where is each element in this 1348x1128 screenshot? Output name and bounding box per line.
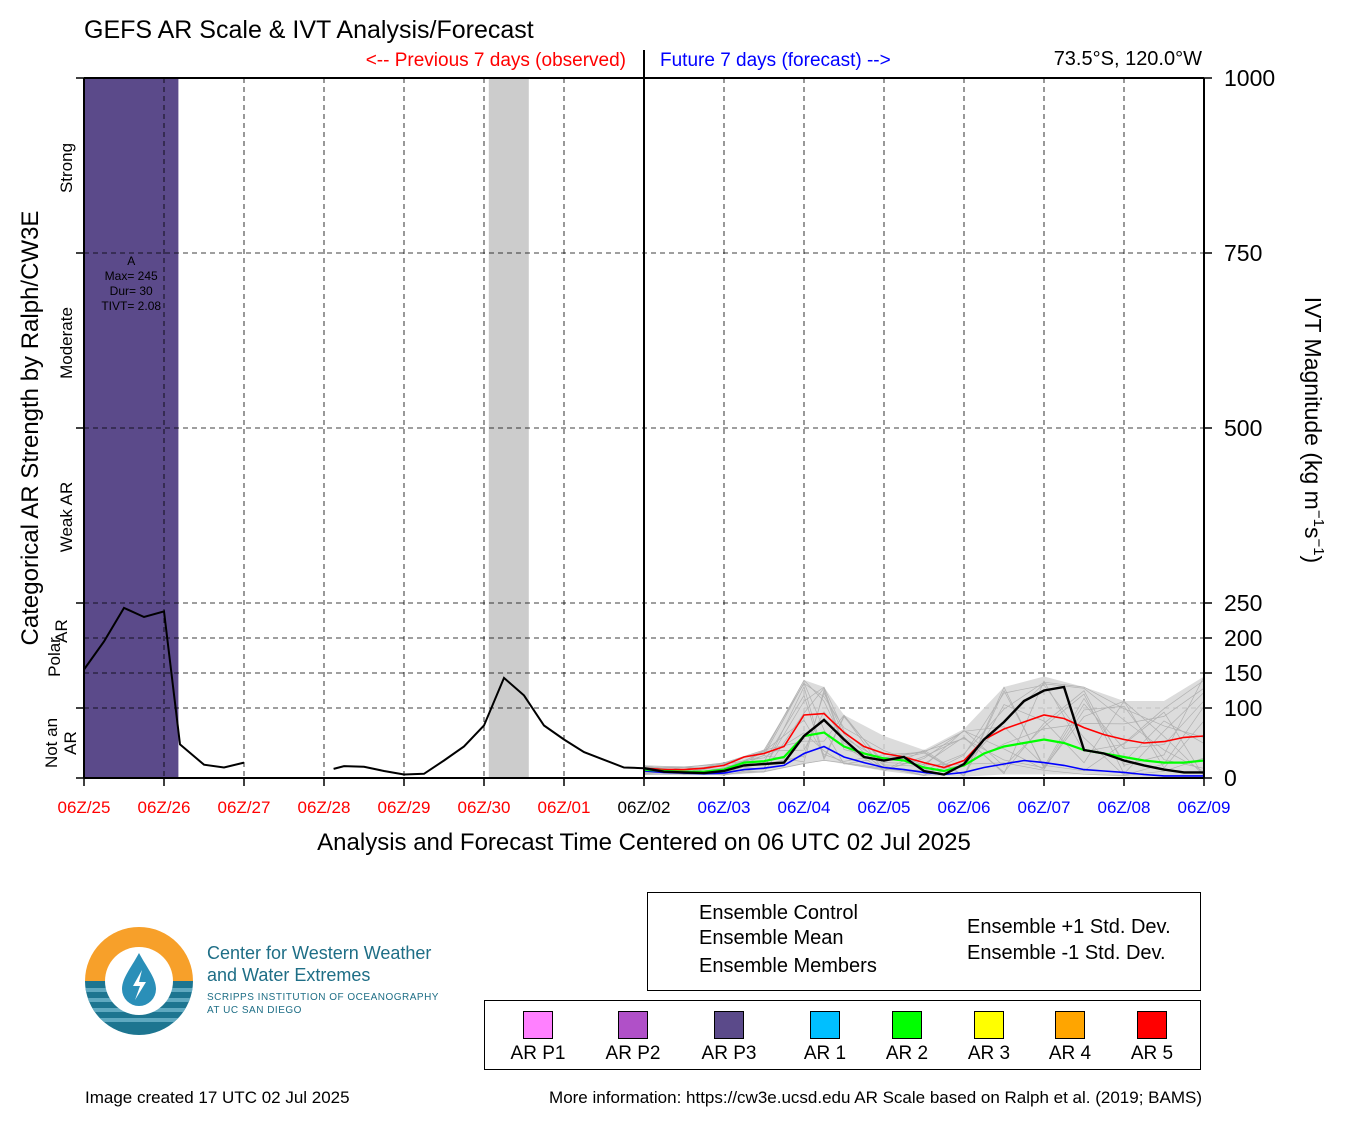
x-tick-label: 06Z/02: [618, 798, 671, 817]
y-axis-label-right-part: −1: [1310, 510, 1327, 527]
y-axis-label-left: Categorical AR Strength by Ralph/CW3E: [17, 211, 44, 646]
x-tick-label: 06Z/30: [458, 798, 511, 817]
ar-scale-swatch: [974, 1011, 1004, 1039]
y-tick-label-right: 100: [1224, 695, 1262, 721]
logo-sub-line2: AT UC SAN DIEGO: [207, 1005, 302, 1016]
ar-event-annotation: TIVT= 2.08: [101, 299, 161, 313]
y-tick-label-right: 150: [1224, 660, 1262, 686]
category-label-text: AR: [61, 731, 80, 755]
ar-scale-swatch: [714, 1011, 744, 1039]
category-label: Strong: [57, 143, 76, 193]
ensemble-member-line: [643, 680, 1205, 777]
x-axis-label: Analysis and Forecast Time Centered on 0…: [317, 829, 971, 856]
x-tick-label: 06Z/05: [858, 798, 911, 817]
y-axis-label-right: IVT Magnitude (kg m−1s−1): [1300, 297, 1327, 563]
more-info-note: More information: https://cw3e.ucsd.edu …: [549, 1088, 1202, 1107]
legend-minus-std-label: Ensemble -1 Std. Dev.: [967, 942, 1166, 964]
x-tick-label: 06Z/27: [218, 798, 271, 817]
ensemble-legend: Ensemble Control Ensemble Mean Ensemble …: [647, 892, 1201, 991]
ensemble-control-line: [643, 685, 1204, 776]
ar-event-annotation: Max= 245: [105, 269, 158, 283]
ar-scale-item: AR P2: [592, 1011, 674, 1065]
x-tick-label: 06Z/06: [938, 798, 991, 817]
category-label-text: Not an: [42, 718, 61, 768]
logo-title-line2: and Water Extremes: [207, 965, 371, 985]
ar-scale-item: AR P1: [497, 1011, 579, 1065]
location-label: 73.5°S, 120.0°W: [1053, 48, 1202, 70]
category-label-text: AR: [52, 619, 71, 643]
ensemble-plus-std-line: [643, 712, 1205, 771]
ar-scale-item: AR 1: [784, 1011, 866, 1065]
previous-period-label: <-- Previous 7 days (observed): [365, 50, 626, 71]
legend-control-label: Ensemble Control: [699, 902, 858, 924]
ar-scale-label: AR 3: [967, 1043, 1011, 1064]
ar-scale-item: AR 2: [866, 1011, 948, 1065]
x-tick-label: 06Z/29: [378, 798, 431, 817]
ensemble-member-line: [643, 679, 1205, 777]
ar-scale-label: AR 2: [885, 1043, 929, 1064]
ar-scale-swatch: [892, 1011, 922, 1039]
y-axis-label-right-part: −1: [1310, 538, 1327, 555]
y-axis-label-right-part: s: [1300, 527, 1326, 539]
category-label: Moderate: [57, 307, 76, 379]
chart-title: GEFS AR Scale & IVT Analysis/Forecast: [84, 16, 534, 44]
y-axis-label-right-part: ): [1300, 556, 1326, 564]
ar-scale-label: AR P1: [510, 1043, 566, 1064]
x-tick-label: 06Z/28: [298, 798, 351, 817]
x-tick-label: 06Z/07: [1018, 798, 1071, 817]
y-tick-label-right: 200: [1224, 625, 1262, 651]
category-label-not-an-ar: Not an AR: [42, 718, 80, 768]
cw3e-logo: [85, 927, 193, 1035]
ar-scale-label: AR 4: [1048, 1043, 1092, 1064]
legend-members-label: Ensemble Members: [699, 955, 877, 977]
ar-scale-swatch: [523, 1011, 553, 1039]
logo-title-line1: Center for Western Weather: [207, 943, 432, 963]
ar-scale-swatch: [1055, 1011, 1085, 1039]
category-label-text: Polar: [45, 637, 64, 677]
ensemble-minus-std-line: [643, 745, 1204, 777]
ar-event-annotation: A: [127, 254, 135, 268]
logo-sub-line1: SCRIPPS INSTITUTION OF OCEANOGRAPHY: [207, 992, 439, 1003]
x-tick-label: 06Z/25: [58, 798, 111, 817]
ensemble-member-line: [643, 687, 1205, 773]
y-tick-label-right: 500: [1224, 415, 1262, 441]
ar-scale-label: AR P2: [605, 1043, 661, 1064]
ensemble-member-line: [643, 684, 1205, 776]
x-tick-label: 06Z/01: [538, 798, 591, 817]
ar-scale-swatch: [1137, 1011, 1167, 1039]
legend-mean-label: Ensemble Mean: [699, 927, 844, 949]
observed-ivt-line: [83, 606, 245, 769]
x-tick-label: 06Z/03: [698, 798, 751, 817]
y-tick-label-right: 250: [1224, 590, 1262, 616]
ar-scale-item: AR 3: [948, 1011, 1030, 1065]
ar-scale-legend: AR P1 AR P2 AR P3 AR 1 AR 2 AR 3 AR 4 AR…: [484, 1000, 1201, 1070]
ar-scale-label: AR 1: [803, 1043, 847, 1064]
y-tick-label-right: 0: [1224, 765, 1237, 791]
ar-scale-swatch: [810, 1011, 840, 1039]
ar-scale-item: AR 5: [1111, 1011, 1193, 1065]
x-tick-label: 06Z/08: [1098, 798, 1151, 817]
x-tick-label: 06Z/26: [138, 798, 191, 817]
ar-scale-item: AR P3: [688, 1011, 770, 1065]
observed-ivt-line: [333, 676, 645, 776]
image-created-note: Image created 17 UTC 02 Jul 2025: [85, 1088, 350, 1107]
ar-scale-item: AR 4: [1029, 1011, 1111, 1065]
ar-scale-label: AR 5: [1130, 1043, 1174, 1064]
future-period-label: Future 7 days (forecast) -->: [660, 50, 891, 71]
ar-event-annotation: Dur= 30: [110, 284, 153, 298]
ar-scale-label: AR P3: [701, 1043, 757, 1064]
ensemble-members-envelope: [644, 676, 1204, 778]
category-label: Weak AR: [57, 482, 76, 553]
legend-plus-std-label: Ensemble +1 Std. Dev.: [967, 916, 1171, 938]
ar-scale-swatch: [618, 1011, 648, 1039]
x-tick-label: 06Z/04: [778, 798, 831, 817]
x-tick-label: 06Z/09: [1178, 798, 1231, 817]
y-axis-label-right-part: IVT Magnitude (kg m: [1300, 297, 1326, 510]
y-tick-label-right: 750: [1224, 240, 1262, 266]
y-tick-label-right: 1000: [1224, 65, 1275, 91]
